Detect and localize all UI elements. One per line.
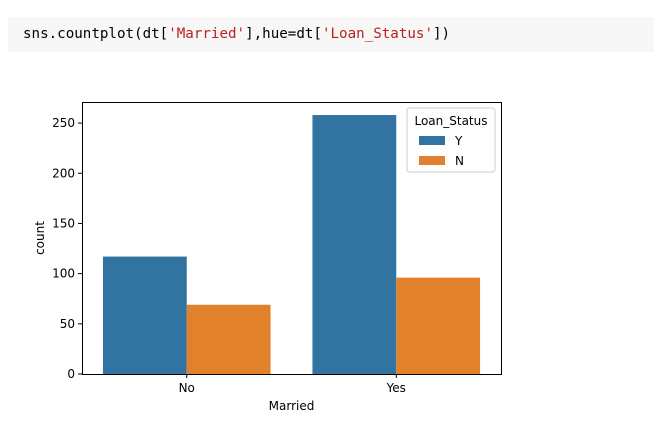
y-tick-label: 150	[52, 216, 75, 230]
bar-no-n	[186, 304, 271, 374]
legend-label-y: Y	[454, 134, 463, 148]
legend-label-n: N	[455, 154, 464, 168]
code-text-suffix: ])	[433, 26, 451, 42]
x-axis-label: Married	[269, 399, 315, 413]
legend-swatch-n	[419, 156, 445, 165]
code-line[interactable]: sns.countplot(dt['Married'],hue=dt['Loan…	[23, 26, 450, 42]
x-tick-label: Yes	[386, 381, 406, 395]
countplot-chart: 0 50 100 150 200 250 No Yes count Married Loan…	[33, 102, 502, 413]
code-text-mid: ],hue=dt[	[245, 26, 322, 42]
legend-swatch-y	[419, 136, 445, 145]
y-tick-label: 0	[67, 367, 75, 381]
legend: Loan_Status YN	[406, 107, 496, 173]
code-cell[interactable]: sns.countplot(dt['Married'],hue=dt['Loan…	[8, 17, 654, 52]
y-tick-label: 200	[52, 166, 75, 180]
y-tick-label: 50	[60, 317, 75, 331]
code-text-prefix: sns.countplot(dt[	[23, 26, 169, 42]
code-string-loan-status: 'Loan_Status'	[321, 26, 434, 42]
bar-yes-y	[312, 115, 397, 374]
legend-items: YN	[419, 134, 464, 168]
y-axis: 0 50 100 150 200 250	[52, 116, 82, 381]
y-axis-label: count	[33, 221, 47, 255]
bar-yes-n	[396, 277, 481, 374]
y-tick-label: 250	[52, 116, 75, 130]
x-tick-label: No	[179, 381, 195, 395]
plot-frame	[82, 102, 502, 375]
bars-group	[102, 115, 481, 374]
y-tick-label: 100	[52, 267, 75, 281]
legend-title: Loan_Status	[414, 114, 487, 128]
x-axis: No Yes	[179, 374, 406, 395]
cell-output: 0 50 100 150 200 250 No Yes count Married Loan…	[8, 62, 654, 438]
bar-no-y	[102, 256, 187, 374]
code-string-married: 'Married'	[168, 26, 246, 42]
